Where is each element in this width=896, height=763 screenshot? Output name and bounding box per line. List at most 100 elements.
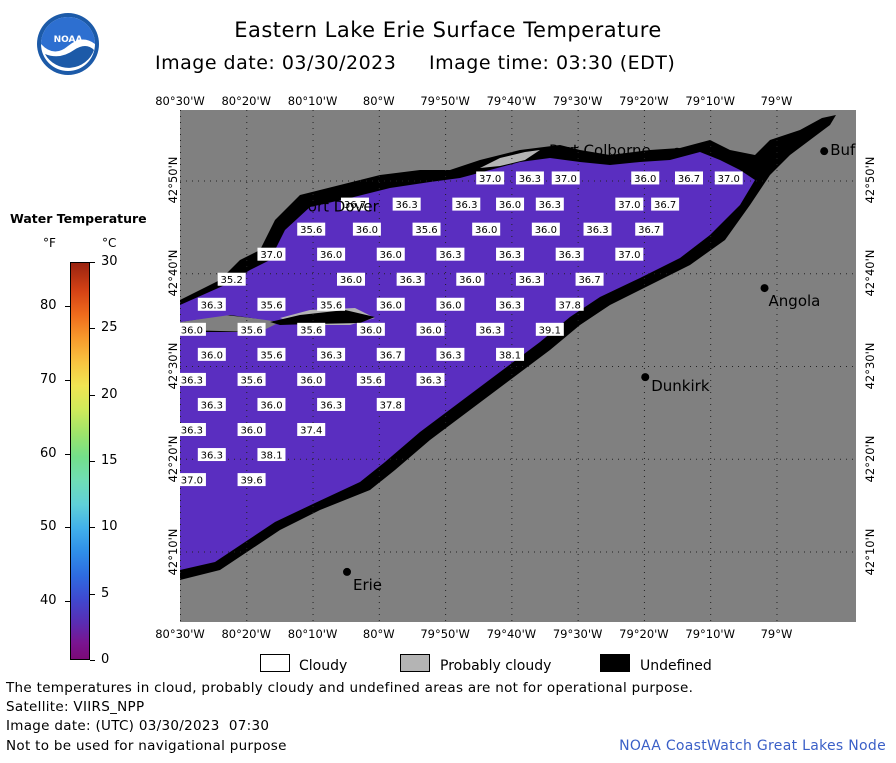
probably-cloudy-swatch bbox=[400, 654, 430, 672]
temperature-label: 36.7 bbox=[376, 347, 405, 361]
temperature-label-box bbox=[257, 347, 286, 361]
temperature-label: 36.0 bbox=[531, 222, 560, 236]
temperature-label-box bbox=[436, 247, 465, 261]
temperature-label-box bbox=[452, 197, 481, 211]
place-label: Port Dover bbox=[299, 197, 379, 215]
temperature-label: 39.1 bbox=[535, 322, 564, 336]
temperature-label-box bbox=[376, 347, 405, 361]
temperature-value: 36.7 bbox=[638, 225, 660, 236]
temperature-label: 35.6 bbox=[237, 372, 266, 386]
latitude-tick-label: 42°20'N bbox=[166, 435, 180, 483]
disclaimer-note: The temperatures in cloud, probably clou… bbox=[6, 680, 694, 696]
temperature-value: 36.0 bbox=[419, 325, 441, 336]
temperature-label-box bbox=[551, 171, 580, 185]
temperature-label-box bbox=[257, 247, 286, 261]
temperature-label: 36.0 bbox=[496, 197, 525, 211]
temperature-value: 35.2 bbox=[221, 275, 243, 286]
temperature-value: 36.7 bbox=[380, 350, 402, 361]
temperature-label: 35.6 bbox=[412, 222, 441, 236]
longitude-tick-label: 79°50'W bbox=[420, 627, 470, 641]
place-label: Port Colborne bbox=[549, 142, 651, 160]
temperature-label: 36.0 bbox=[336, 272, 365, 286]
temperature-label-box bbox=[496, 297, 525, 311]
temperature-label-box bbox=[317, 397, 346, 411]
temperature-value: 36.7 bbox=[654, 200, 676, 211]
celsius-tick-mark bbox=[90, 461, 95, 462]
satellite-note: Satellite: VIIRS_NPP bbox=[6, 699, 145, 715]
longitude-tick-label: 80°30'W bbox=[155, 627, 205, 641]
temperature-label: 36.3 bbox=[396, 272, 425, 286]
longitude-tick-label: 79°W bbox=[760, 94, 793, 108]
temperature-label: 36.0 bbox=[237, 423, 266, 437]
undefined-swatch bbox=[600, 654, 630, 672]
temperature-label: 36.3 bbox=[583, 222, 612, 236]
temperature-label: 36.7 bbox=[340, 197, 369, 211]
noaa-logo: NOAA bbox=[36, 12, 100, 76]
temperature-value: 38.1 bbox=[499, 350, 521, 361]
temperature-value: 39.6 bbox=[240, 476, 262, 487]
temperature-label: 37.0 bbox=[180, 473, 206, 487]
temperature-value: 36.3 bbox=[201, 300, 223, 311]
temperature-label: 37.0 bbox=[615, 197, 644, 211]
temperature-value: 35.6 bbox=[240, 375, 262, 386]
temperature-label: 37.0 bbox=[714, 171, 743, 185]
temperature-label: 37.0 bbox=[257, 247, 286, 261]
temperature-value: 36.0 bbox=[459, 275, 481, 286]
temperature-value: 36.3 bbox=[320, 350, 342, 361]
temperature-value: 36.0 bbox=[360, 325, 382, 336]
temperature-value: 37.0 bbox=[555, 174, 577, 185]
place-marker bbox=[343, 567, 352, 576]
temperature-label-box bbox=[515, 272, 544, 286]
temperature-label-box bbox=[180, 372, 206, 386]
temperature-label: 36.0 bbox=[352, 222, 381, 236]
temperature-value: 36.3 bbox=[201, 451, 223, 462]
fahrenheit-tick-label: 60 bbox=[40, 445, 57, 461]
celsius-tick-mark bbox=[90, 527, 95, 529]
temperature-label: 36.0 bbox=[376, 297, 405, 311]
temperature-label: 36.0 bbox=[297, 372, 326, 386]
longitude-tick-label: 79°30'W bbox=[552, 94, 603, 108]
temperature-value: 36.0 bbox=[380, 300, 402, 311]
temperature-value: 36.7 bbox=[678, 174, 700, 185]
temperature-label: 36.3 bbox=[496, 247, 525, 261]
latitude-tick-label: 42°30'N bbox=[863, 342, 877, 390]
temperature-value: 36.0 bbox=[439, 300, 461, 311]
temperature-label: 36.3 bbox=[496, 297, 525, 311]
temperature-value: 36.0 bbox=[260, 400, 282, 411]
temperature-label-box bbox=[180, 423, 206, 436]
temperature-label-box bbox=[476, 322, 505, 336]
temperature-label-box bbox=[496, 247, 525, 261]
temperature-label-box bbox=[257, 448, 286, 462]
temperature-value: 36.3 bbox=[559, 250, 581, 261]
latitude-tick-label: 42°10'N bbox=[863, 528, 877, 575]
temperature-label: 35.6 bbox=[237, 322, 266, 336]
temperature-label-box bbox=[197, 347, 226, 361]
temperature-value: 36.0 bbox=[320, 250, 342, 261]
temperature-label: 36.0 bbox=[416, 322, 445, 336]
temperature-label: 36.3 bbox=[416, 372, 445, 386]
cloudy-swatch bbox=[260, 654, 290, 672]
temperature-label: 36.3 bbox=[197, 448, 226, 462]
temperature-label: 36.3 bbox=[317, 347, 346, 361]
temperature-value: 36.3 bbox=[519, 275, 541, 286]
undefined-label: Undefined bbox=[640, 658, 712, 674]
temperature-label-box bbox=[217, 272, 246, 286]
temperature-value: 36.3 bbox=[499, 250, 521, 261]
temperature-label: 36.7 bbox=[575, 272, 604, 286]
page-title: Eastern Lake Erie Surface Temperature bbox=[234, 18, 662, 42]
temperature-label-box bbox=[555, 297, 584, 311]
temperature-label-box bbox=[535, 322, 564, 336]
fahrenheit-tick-mark bbox=[65, 379, 70, 381]
temperature-label-box bbox=[237, 423, 266, 436]
temperature-value: 36.3 bbox=[479, 325, 501, 336]
latitude-tick-label: 42°30'N bbox=[166, 342, 180, 390]
temperature-value: 35.6 bbox=[415, 225, 437, 236]
temperature-label: 36.0 bbox=[631, 171, 660, 185]
image-date-line: Image date: 03/30/2023 Image time: 03:30… bbox=[155, 52, 676, 74]
temperature-value: 36.3 bbox=[396, 200, 418, 211]
temperature-value: 35.6 bbox=[300, 225, 322, 236]
fahrenheit-tick-label: 70 bbox=[40, 371, 57, 387]
temperature-label: 36.3 bbox=[317, 397, 346, 411]
temperature-value: 35.6 bbox=[360, 375, 382, 386]
longitude-tick-label: 79°10'W bbox=[685, 627, 735, 641]
